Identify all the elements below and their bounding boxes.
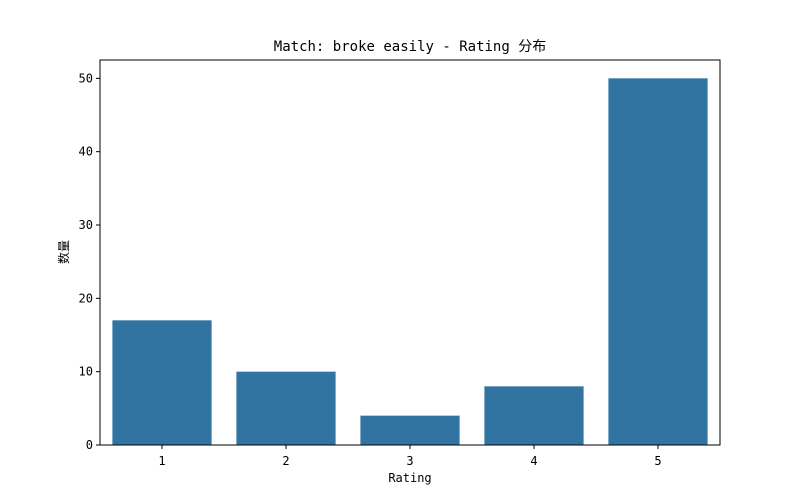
x-tick-label: 4	[530, 454, 537, 468]
y-tick-label: 10	[79, 365, 93, 379]
plot-frame	[99, 59, 721, 446]
y-axis-label: 数量	[56, 240, 71, 264]
y-tick-label: 30	[79, 218, 93, 232]
x-tick-label: 3	[406, 454, 413, 468]
x-tick-label: 5	[654, 454, 661, 468]
x-tick-label: 1	[158, 454, 165, 468]
x-tick-label: 2	[282, 454, 289, 468]
bars-group	[112, 78, 708, 445]
y-tick-label: 20	[79, 291, 93, 305]
y-tick-label: 40	[79, 145, 93, 159]
y-tick-label: 0	[86, 438, 93, 452]
y-tick-label: 50	[79, 71, 93, 85]
bar-rating-1	[112, 320, 212, 445]
bar-rating-3	[360, 415, 460, 445]
x-axis-label: Rating	[388, 471, 431, 485]
bar-rating-4	[484, 386, 584, 445]
y-axis-ticks: 0 10 20 30 40 50	[79, 71, 100, 452]
bar-rating-5	[608, 78, 708, 445]
x-axis-ticks: 1 2 3 4 5	[158, 445, 662, 468]
bar-rating-2	[236, 371, 336, 445]
chart-title: Match: broke easily - Rating 分布	[274, 39, 546, 55]
